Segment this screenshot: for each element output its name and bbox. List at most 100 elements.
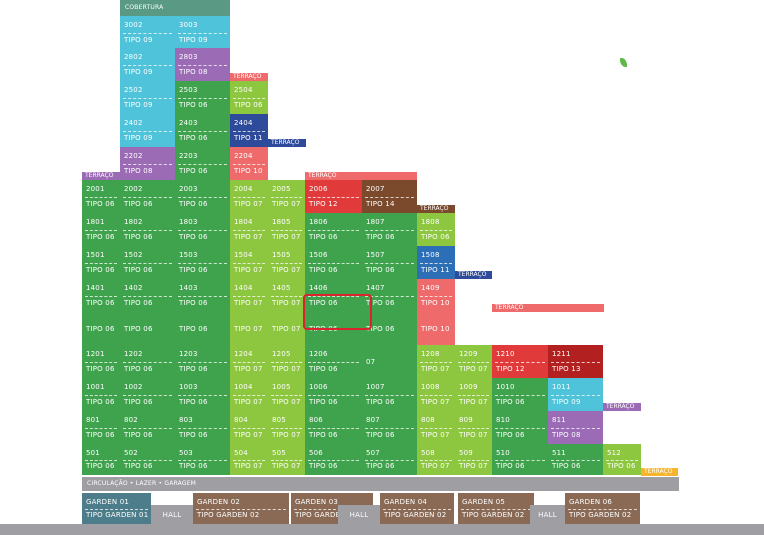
unit-divider — [365, 196, 414, 198]
unit-number: 811 — [552, 416, 566, 424]
unit-cell: 1006 TIPO 06 — [305, 378, 362, 411]
unit-number: 1404 — [234, 284, 253, 292]
garden-number: GARDEN 02 — [197, 498, 241, 506]
unit-cell: 1505 TIPO 07 — [268, 246, 305, 279]
unit-cell: TIPO 06 — [175, 312, 230, 345]
hall-text: HALL — [538, 510, 557, 519]
unit-type: TIPO 06 — [179, 266, 208, 274]
unit-divider — [458, 427, 489, 429]
unit-type: TIPO 06 — [86, 233, 115, 241]
unit-type: TIPO 06 — [124, 299, 153, 307]
unit-divider — [233, 459, 265, 461]
unit-number: 1808 — [421, 218, 440, 226]
unit-cell: 1007 TIPO 06 — [362, 378, 417, 411]
unit-divider — [294, 508, 370, 510]
ground-floor-label: CIRCULAÇÃO • LAZER • GARAGEM — [87, 480, 197, 487]
unit-number: 1005 — [272, 383, 291, 391]
unit-cell: 2503 TIPO 06 — [175, 81, 230, 114]
unit-divider — [123, 295, 172, 297]
unit-number: 1401 — [86, 284, 105, 292]
unit-cell: 2203 TIPO 06 — [175, 147, 230, 180]
unit-number: 1506 — [309, 251, 328, 259]
unit-number: 2403 — [179, 119, 198, 127]
garden-type: TIPO GARDEN 02 — [295, 511, 358, 519]
unit-number: 1011 — [552, 383, 571, 391]
unit-type: TIPO 06 — [179, 398, 208, 406]
unit-cell: 1504 TIPO 07 — [230, 246, 268, 279]
unit-number: 1406 — [309, 284, 328, 292]
unit-type: TIPO 06 — [86, 431, 115, 439]
unit-number: 1203 — [179, 350, 198, 358]
unit-divider — [85, 196, 117, 198]
unit-type: TIPO 08 — [552, 431, 581, 439]
unit-cell: 502 TIPO 06 — [120, 444, 175, 475]
unit-type: TIPO 07 — [234, 431, 263, 439]
highlight-frame — [303, 294, 372, 330]
unit-divider — [178, 163, 227, 165]
unit-divider — [551, 427, 600, 429]
unit-type: TIPO 07 — [234, 266, 263, 274]
unit-cell: 1008 TIPO 07 — [417, 378, 455, 411]
unit-divider — [178, 130, 227, 132]
unit-cell: 1203 TIPO 06 — [175, 345, 230, 378]
unit-type: TIPO 06 — [124, 324, 153, 333]
unit-cell: 2002 TIPO 06 — [120, 180, 175, 213]
unit-type: TIPO 06 — [309, 233, 338, 241]
unit-type: TIPO 06 — [496, 462, 525, 470]
unit-cell: 805 TIPO 07 — [268, 411, 305, 444]
terraco-label: TERRAÇO — [268, 139, 306, 147]
unit-cell: 503 TIPO 06 — [175, 444, 230, 475]
unit-divider — [458, 361, 489, 363]
unit-number: 1210 — [496, 350, 515, 358]
unit-cell: 2402 TIPO 09 — [120, 114, 175, 147]
unit-divider — [123, 97, 172, 99]
unit-type: TIPO 07 — [234, 233, 263, 241]
unit-number: 1405 — [272, 284, 291, 292]
unit-divider — [233, 163, 265, 165]
unit-type: TIPO 09 — [124, 68, 153, 76]
unit-divider — [85, 508, 148, 510]
unit-cell: 1503 TIPO 06 — [175, 246, 230, 279]
garden-type: TIPO GARDEN 02 — [384, 511, 447, 519]
unit-number: 2006 — [309, 185, 328, 193]
unit-type: TIPO 06 — [179, 233, 208, 241]
unit-cell: 1804 TIPO 07 — [230, 213, 268, 246]
garden-type: TIPO GARDEN 01 — [86, 511, 149, 519]
unit-divider — [233, 262, 265, 264]
unit-cell: 1802 TIPO 06 — [120, 213, 175, 246]
unit-divider — [123, 229, 172, 231]
terraco-label: TERRAÇO — [417, 205, 455, 213]
unit-type: TIPO 06 — [86, 266, 115, 274]
unit-cell: 806 TIPO 06 — [305, 411, 362, 444]
unit-cell: 1805 TIPO 07 — [268, 213, 305, 246]
unit-type: TIPO 10 — [421, 324, 450, 333]
unit-divider — [178, 229, 227, 231]
unit-divider — [495, 459, 545, 461]
unit-type: TIPO 09 — [124, 101, 153, 109]
unit-cell: 2502 TIPO 09 — [120, 81, 175, 114]
unit-divider — [420, 361, 452, 363]
unit-number: 1501 — [86, 251, 105, 259]
unit-number: 2002 — [124, 185, 143, 193]
unit-cell: 2803 TIPO 08 — [175, 48, 230, 81]
unit-number: 1502 — [124, 251, 143, 259]
garden-unit: GARDEN 04 TIPO GARDEN 02 — [380, 493, 454, 524]
unit-cell: 1501 TIPO 06 — [82, 246, 120, 279]
hall-label: HALL — [151, 505, 193, 524]
unit-divider — [420, 427, 452, 429]
unit-type: TIPO 06 — [179, 134, 208, 142]
unit-type: TIPO 11 — [421, 266, 450, 274]
unit-cell: 1010 TIPO 06 — [492, 378, 548, 411]
terraco-label: TERRAÇO — [82, 172, 120, 180]
unit-cell: 507 TIPO 06 — [362, 444, 417, 475]
unit-type: TIPO 07 — [272, 431, 301, 439]
unit-divider — [123, 262, 172, 264]
unit-cell: 807 TIPO 06 — [362, 411, 417, 444]
unit-number: 3002 — [124, 21, 143, 29]
unit-divider — [271, 229, 302, 231]
unit-number: 1007 — [366, 383, 385, 391]
unit-cell: 1211 TIPO 13 — [548, 345, 603, 378]
terraco-label: TERRAÇO — [641, 468, 678, 476]
unit-cell: 512 TIPO 06 — [603, 444, 641, 475]
unit-cell: 3003 TIPO 09 — [175, 16, 230, 49]
